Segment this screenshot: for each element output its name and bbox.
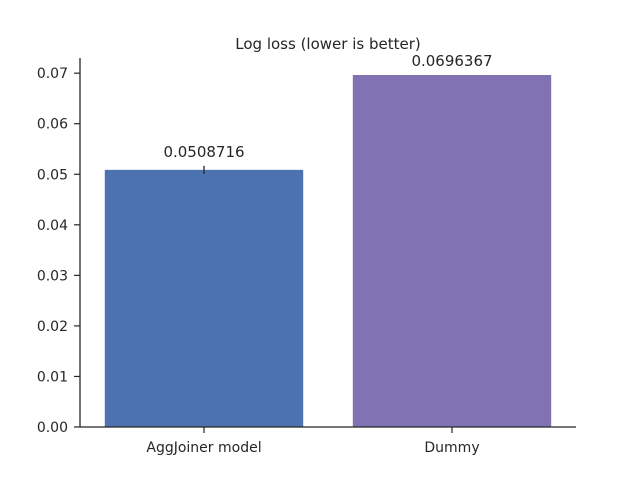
y-tick-label: 0.06	[37, 117, 68, 133]
y-tick-label: 0.01	[37, 369, 68, 385]
x-tick-label: AggJoiner model	[146, 440, 261, 456]
plot-area: 0.00 0.01 0.02 0.03 0.04 0.05 0.06 0.07 0.050871…	[37, 52, 552, 456]
x-tick-label: Dummy	[424, 440, 479, 456]
y-tick-label: 0.00	[37, 420, 68, 436]
bar-value-label: 0.0696367	[411, 52, 492, 70]
y-tick-label: 0.07	[37, 66, 68, 82]
y-tick-label: 0.04	[37, 218, 68, 234]
bar-1	[104, 169, 304, 428]
chart-title: Log loss (lower is better)	[235, 35, 420, 53]
y-tick-label: 0.03	[37, 268, 68, 284]
y-tick-label: 0.02	[37, 319, 68, 335]
y-tick-label: 0.05	[37, 167, 68, 183]
bar-2	[352, 75, 552, 427]
bar-value-label: 0.0508716	[163, 143, 244, 161]
